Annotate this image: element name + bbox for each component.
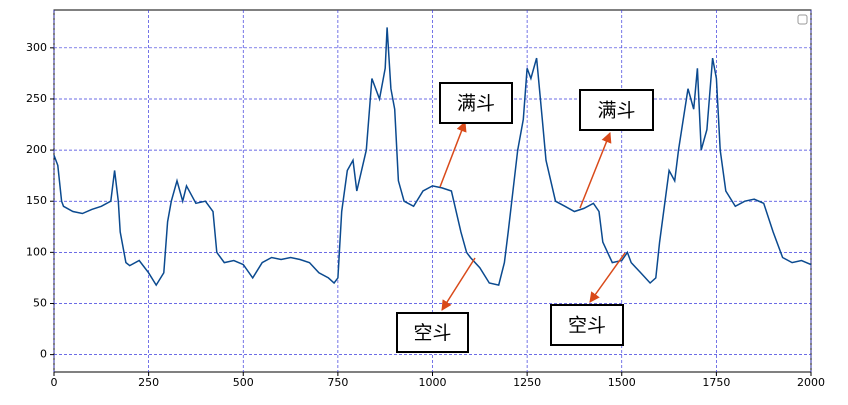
annotation-box <box>439 82 513 124</box>
legend-box <box>797 14 808 25</box>
annotation-text: 满斗 <box>457 93 495 115</box>
annotation-arrow <box>579 132 612 209</box>
annotation-text: 空斗 <box>568 315 606 337</box>
data-line <box>53 27 812 287</box>
x-tick-label: 0 <box>51 376 58 389</box>
annotation-text: 空斗 <box>413 322 451 344</box>
y-tick-label: 50 <box>33 296 47 309</box>
x-tick-label: 1750 <box>702 376 730 389</box>
y-tick-label: 300 <box>26 41 47 54</box>
y-tick-label: 100 <box>26 245 47 258</box>
x-tick-label: 1000 <box>419 376 447 389</box>
x-tick-label: 500 <box>233 376 254 389</box>
annotation-box <box>550 304 624 346</box>
annotation-arrow <box>441 257 476 311</box>
annotation-box <box>579 89 654 131</box>
x-tick-label: 2000 <box>797 376 825 389</box>
y-tick-label: 0 <box>40 348 47 361</box>
x-tick-label: 250 <box>138 376 159 389</box>
annotation-text: 满斗 <box>597 100 635 122</box>
annotation-arrow <box>589 252 626 303</box>
annotation-box <box>396 312 469 353</box>
y-tick-label: 200 <box>26 143 47 156</box>
y-tick-label: 150 <box>26 194 47 207</box>
annotation-arrow <box>439 121 467 188</box>
y-tick-label: 250 <box>26 92 47 105</box>
x-tick-label: 1250 <box>513 376 541 389</box>
x-tick-label: 1500 <box>608 376 636 389</box>
x-tick-label: 750 <box>327 376 348 389</box>
